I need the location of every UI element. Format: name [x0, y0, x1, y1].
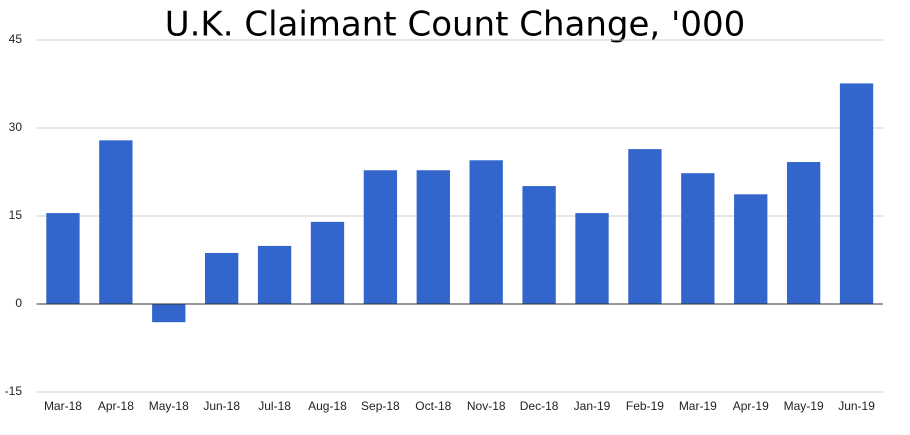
x-tick-label: Nov-18	[467, 399, 506, 413]
bar	[99, 140, 133, 304]
bar	[786, 162, 821, 304]
bar	[310, 221, 345, 304]
bar	[681, 173, 715, 304]
x-tick-label: Jun-19	[838, 399, 875, 413]
y-tick-label: 45	[9, 32, 23, 46]
x-tick-label: May-19	[784, 399, 824, 413]
bar	[628, 149, 662, 304]
x-tick-label: Jan-19	[574, 399, 611, 413]
x-tick-label: Mar-19	[679, 399, 717, 413]
x-tick-label: Apr-18	[98, 399, 134, 413]
x-tick-label: Oct-18	[415, 399, 451, 413]
bar	[522, 186, 556, 304]
bar	[363, 170, 398, 304]
x-tick-label: Feb-19	[626, 399, 664, 413]
bar	[416, 170, 450, 304]
x-tick-label: Dec-18	[520, 399, 559, 413]
bar	[734, 194, 768, 304]
x-tick-label: May-18	[149, 399, 189, 413]
x-tick-label: Aug-18	[308, 399, 347, 413]
bar	[575, 213, 609, 304]
bar	[46, 213, 80, 304]
bar	[205, 252, 239, 304]
y-tick-label: 0	[15, 296, 22, 310]
x-tick-label: Jul-18	[258, 399, 291, 413]
y-tick-label: 30	[9, 120, 23, 134]
x-tick-label: Sep-18	[361, 399, 400, 413]
x-tick-label: Jun-18	[203, 399, 240, 413]
x-tick-label: Mar-18	[44, 399, 82, 413]
bar	[839, 83, 874, 304]
bar	[257, 245, 292, 304]
y-tick-label: -15	[5, 384, 23, 398]
bar	[152, 304, 186, 323]
bar	[469, 160, 503, 304]
chart-title: U.K. Claimant Count Change, '000	[165, 5, 746, 45]
x-tick-label: Apr-19	[733, 399, 769, 413]
y-tick-label: 15	[9, 208, 23, 222]
